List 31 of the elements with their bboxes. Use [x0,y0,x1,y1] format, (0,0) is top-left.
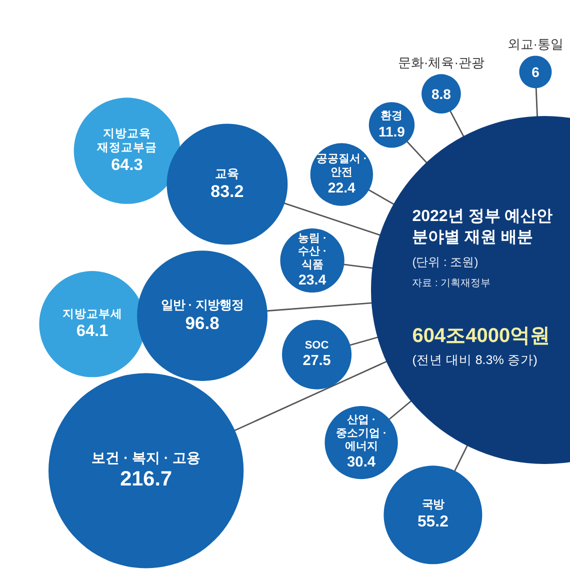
category-label: 지방교육재정교부금 [96,127,157,154]
data-label: 6 [532,64,540,80]
text: 자료 : 기획재정부 [412,277,492,290]
category-label: 환경 [380,110,403,122]
data-label: 23.4 [298,272,326,288]
data-label: 11.9 [378,124,406,140]
data-label: 64.1 [76,322,108,340]
text: 604조4000억원 [412,324,552,350]
text: 2022년 정부 예산안 분야별 재원 배분 [412,207,554,248]
data-label: 96.8 [185,313,220,334]
category-label: 공공질서 · 안전 [316,153,368,178]
category-label: 지방교부세 [62,307,122,320]
category-label: 문화·체육·관광 [398,55,485,70]
category-label: 농림 · 수산 · 식품 [298,232,327,271]
data-label: 30.4 [347,454,376,470]
category-label: 산업 · 중소기업 · 에너지 [336,414,387,453]
data-label: 216.7 [120,468,172,491]
data-label: 64.3 [111,156,143,174]
category-label: 국방 [422,498,444,511]
data-label: 83.2 [210,182,244,201]
data-label: 8.8 [431,86,452,102]
data-label: 55.2 [417,513,449,530]
text: (단위 : 조원) [412,254,480,272]
category-label: 보건 · 복지 · 고용 [92,450,200,466]
data-label: 27.5 [302,353,331,370]
data-label: 22.4 [328,180,356,196]
category-label: SOC [304,340,329,352]
category-label: 일반 · 지방행정 [160,298,244,312]
text: (전년 대비 8.3% 증가) [412,352,538,370]
category-label: 교육 [215,166,240,181]
category-label: 외교·통일 [507,36,564,52]
